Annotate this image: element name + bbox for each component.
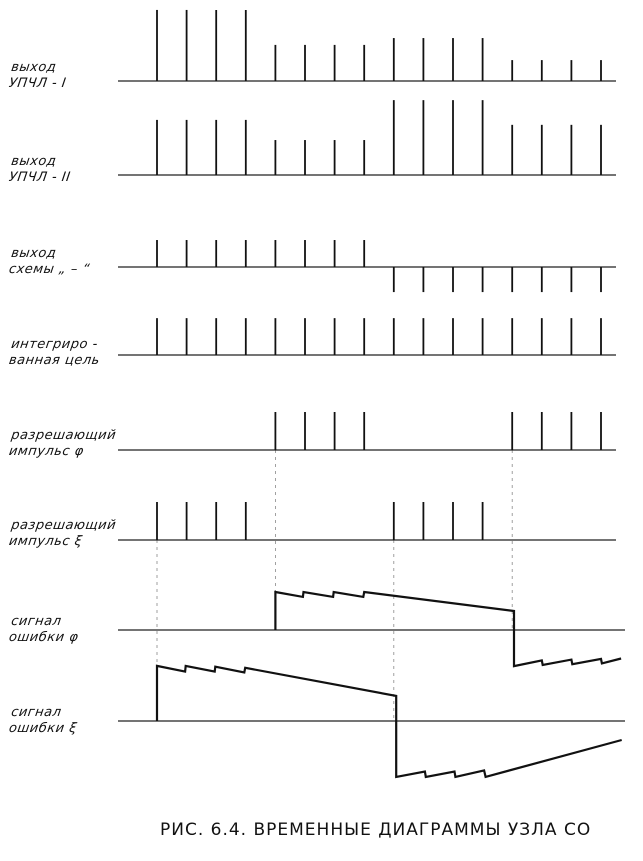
label-upchl-1: выход УПЧЛ - I [8, 60, 70, 92]
figure-caption: РИС. 6.4. ВРЕМЕННЫЕ ДИАГРАММЫ УЗЛА СО [160, 820, 592, 840]
label-line: импульс φ [7, 444, 85, 459]
label-line: разрешающий [10, 428, 118, 443]
label-line: интегриро - [10, 337, 99, 352]
label-line: выход [10, 60, 58, 75]
label-enable-xi: разрешающий импульс ξ [8, 518, 117, 550]
label-line: ошибки φ [7, 630, 80, 645]
label-line: сигнал [10, 614, 63, 629]
label-line: схемы „ – “ [7, 262, 91, 277]
label-line: УПЧЛ - I [7, 76, 68, 91]
label-line: импульс ξ [7, 534, 84, 549]
waveform-error-xi [155, 664, 622, 779]
label-line: УПЧЛ - II [7, 170, 72, 185]
label-integrated-target: интегриро - ванная цель [8, 337, 103, 369]
label-enable-phi: разрешающий импульс φ [8, 428, 117, 460]
label-line: ошибки ξ [7, 721, 78, 736]
label-line: ванная цель [7, 353, 101, 368]
label-upchl-2: выход УПЧЛ - II [8, 154, 74, 186]
label-error-xi: сигнал ошибки ξ [8, 705, 80, 737]
label-error-phi: сигнал ошибки φ [8, 614, 82, 646]
label-minus-circuit: выход схемы „ – “ [8, 246, 93, 278]
label-line: выход [10, 154, 58, 169]
label-line: выход [10, 246, 58, 261]
label-line: разрешающий [10, 518, 118, 533]
waveform-error-phi [274, 590, 622, 668]
label-line: сигнал [10, 705, 63, 720]
